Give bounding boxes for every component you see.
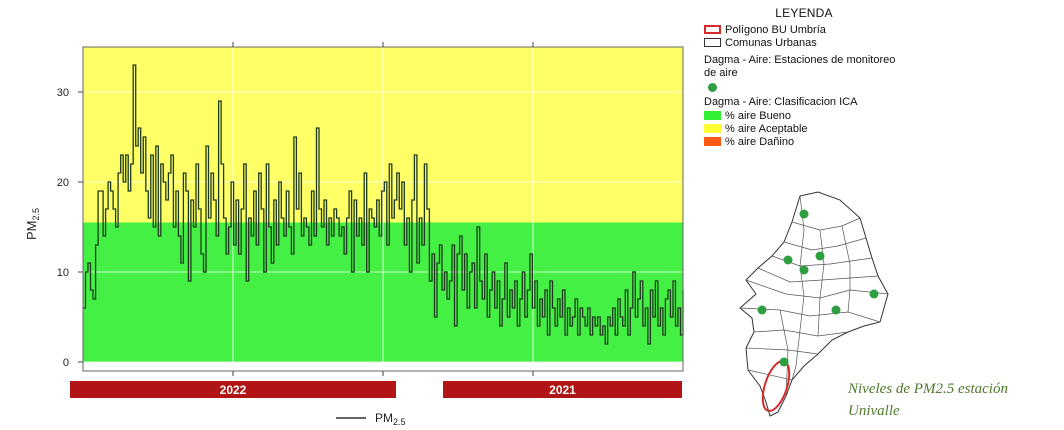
boundary-13: [779, 309, 789, 397]
polygon-swatch: [704, 25, 721, 34]
station-dot: [799, 265, 809, 275]
legend-polygon-label: Polígono BU Umbría: [725, 23, 826, 36]
period-bar-2021: [443, 381, 682, 398]
legend-polygon: Polígono BU Umbría: [704, 23, 904, 36]
legend-bueno: % aire Bueno: [704, 109, 904, 122]
figure-caption: Niveles de PM2.5 estación Univalle: [848, 378, 1063, 422]
map-legend: LEYENDA Polígono BU Umbría Comunas Urban…: [704, 6, 904, 148]
city-outline: [739, 191, 889, 417]
y-tick-label: 20: [57, 177, 69, 189]
station-dots: [757, 209, 879, 367]
station-dot: [799, 209, 809, 219]
station-dot: [757, 305, 767, 315]
legend-danino-label: % aire Dañino: [725, 135, 795, 148]
caption-line-2: Univalle: [848, 403, 900, 419]
legend-comunas: Comunas Urbanas: [704, 36, 904, 49]
boundary-11: [817, 229, 825, 337]
station-dot: [815, 251, 825, 261]
y-tick-label: 30: [57, 87, 69, 99]
series-legend: PM2.5: [336, 411, 406, 427]
y-ticks: 0 10 20 30: [57, 42, 534, 376]
boundary-6: [739, 307, 881, 323]
comuna-boundaries: [739, 195, 889, 397]
legend-danino: % aire Dañino: [704, 135, 904, 148]
period-label-2021: 2021: [549, 383, 576, 397]
legend-aceptable-label: % aire Aceptable: [725, 122, 808, 135]
station-dot: [783, 255, 793, 265]
legend-stations-title: Dagma - Aire: Estaciones de monitoreo de…: [704, 54, 896, 79]
pm25-chart: 0 10 20 30 PM2.5 2022 2021 PM2.5: [24, 42, 684, 427]
series-lines: [83, 64, 684, 345]
legend-aceptable: % aire Aceptable: [704, 122, 904, 135]
comunas-swatch: [704, 38, 721, 47]
legend-ica-title: Dagma - Aire: Clasificacion ICA: [704, 96, 858, 108]
legend-bueno-label: % aire Bueno: [725, 109, 792, 122]
y-axis-label: PM2.5: [24, 208, 41, 240]
boundary-1: [791, 217, 861, 231]
legend-series-label: PM2.5: [375, 411, 406, 427]
period-bar-2022: [70, 381, 396, 398]
period-bars: 2022 2021: [70, 381, 682, 398]
y-tick-label: 10: [57, 267, 69, 279]
station-dot: [831, 305, 841, 315]
aceptable-swatch: [704, 124, 721, 133]
legend-comunas-label: Comunas Urbanas: [725, 36, 817, 49]
series-line-pm25: [83, 64, 684, 345]
comunas-map: [739, 191, 889, 417]
y-tick-label: 0: [63, 357, 69, 369]
station-dot-swatch: [708, 83, 717, 92]
boundary-7: [753, 329, 849, 337]
legend-title: LEYENDA: [775, 6, 833, 20]
bueno-swatch: [704, 111, 721, 120]
station-dot: [869, 289, 879, 299]
period-label-2022: 2022: [220, 383, 247, 397]
danino-swatch: [704, 137, 721, 146]
boundary-2: [783, 237, 867, 251]
caption-line-1: Niveles de PM2.5 estación: [848, 381, 1008, 397]
station-dot: [779, 357, 789, 367]
boundary-9: [747, 369, 793, 381]
boundary-12: [841, 225, 851, 313]
boundary-10: [791, 195, 805, 381]
